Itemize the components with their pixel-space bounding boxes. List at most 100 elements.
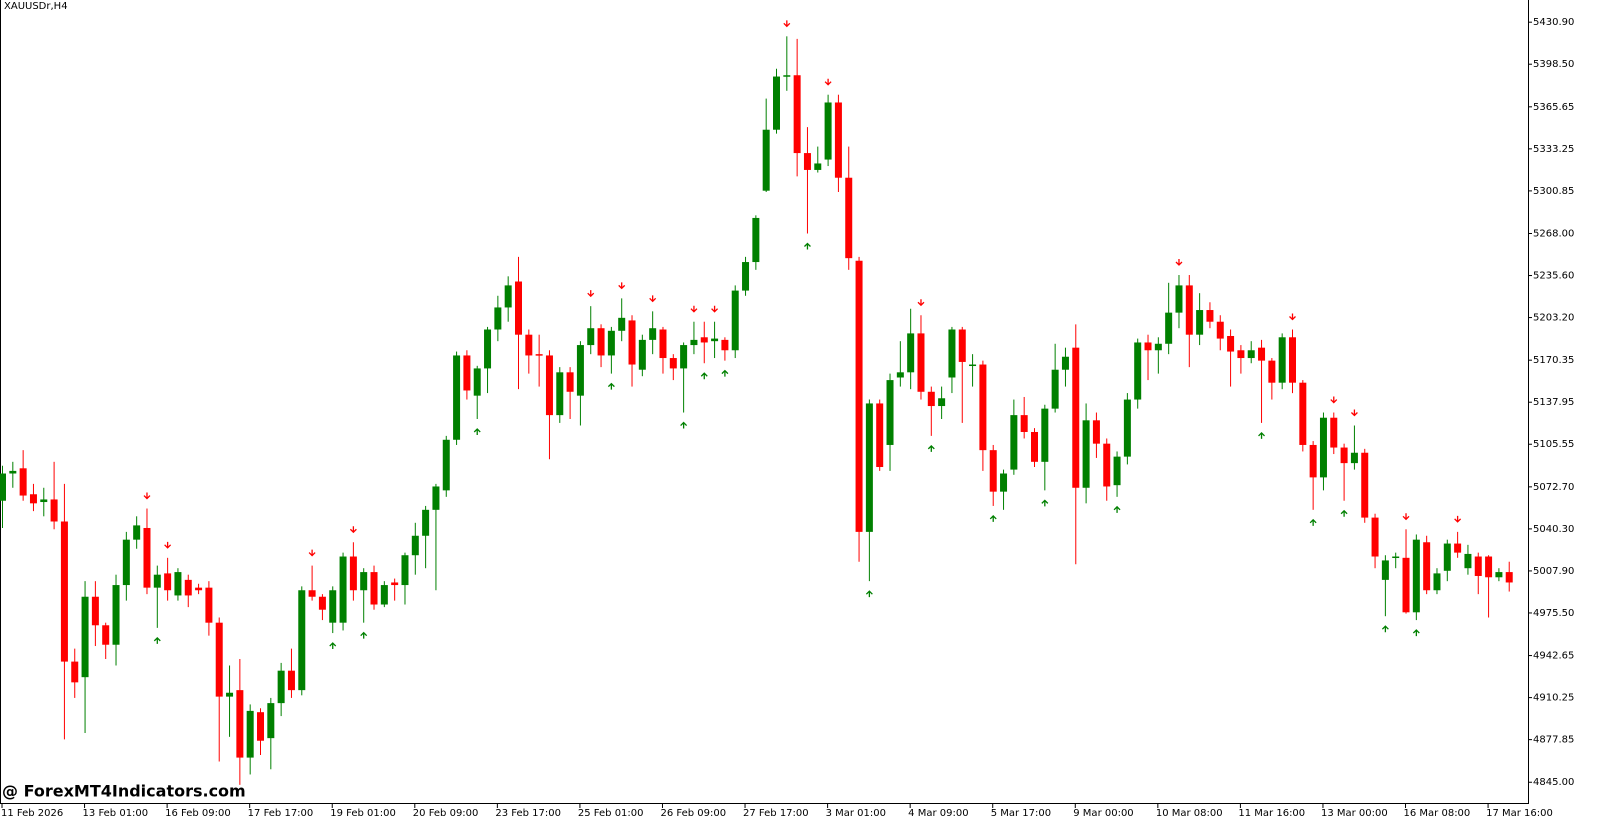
sell-arrow xyxy=(917,299,925,307)
candle-body xyxy=(1268,360,1276,383)
candle-body xyxy=(504,285,512,308)
candle-body xyxy=(556,372,564,416)
candle-body xyxy=(1134,342,1142,400)
candle-body xyxy=(391,582,399,586)
buy-arrow xyxy=(1258,431,1265,439)
candle-body xyxy=(91,596,99,626)
y-tick-label: 5137.95 xyxy=(1533,397,1574,408)
candle-body xyxy=(81,596,89,678)
x-tick-label: 11 Mar 16:00 xyxy=(1238,808,1305,819)
candle-body xyxy=(1309,444,1317,478)
buy-arrow xyxy=(1113,505,1121,513)
sell-arrow xyxy=(711,305,719,313)
candle-body xyxy=(1392,556,1400,559)
y-tick-label: 4975.50 xyxy=(1533,608,1574,619)
candle-body xyxy=(1051,369,1059,409)
candle-body xyxy=(349,556,357,591)
x-tick-label: 9 Mar 00:00 xyxy=(1073,808,1133,819)
y-tick-label: 5072.70 xyxy=(1533,482,1574,493)
candle-body xyxy=(1495,572,1503,578)
candle-body xyxy=(29,494,37,504)
buy-arrow xyxy=(927,444,935,452)
x-tick-label: 17 Mar 16:00 xyxy=(1486,808,1553,819)
candle-body xyxy=(246,710,254,758)
candle-body xyxy=(1092,420,1100,444)
y-tick-label: 4942.65 xyxy=(1533,651,1574,662)
candle-body xyxy=(649,328,657,340)
candle-body xyxy=(762,129,770,191)
candle-body xyxy=(711,338,719,342)
candle-body xyxy=(783,75,791,77)
candle-body xyxy=(1000,473,1008,492)
candle-body xyxy=(1072,347,1080,488)
candle-body xyxy=(1464,553,1472,569)
candle-body xyxy=(834,102,842,178)
candle-body xyxy=(1340,447,1348,464)
candle-body xyxy=(1433,573,1441,591)
candle-body xyxy=(855,260,863,532)
candle-body xyxy=(607,330,615,356)
candle-body xyxy=(102,625,110,645)
x-tick-label: 16 Feb 09:00 xyxy=(165,808,231,819)
buy-arrow xyxy=(360,631,368,639)
candle-body xyxy=(174,572,182,596)
candle-body xyxy=(318,596,326,610)
candle-body xyxy=(1216,321,1224,339)
candle-body xyxy=(752,217,760,263)
candle-body xyxy=(927,391,935,407)
candle-body xyxy=(164,573,172,591)
x-tick-label: 10 Mar 08:00 xyxy=(1156,808,1223,819)
candle-body xyxy=(1330,417,1338,448)
candle-body xyxy=(1412,539,1420,613)
candle-body xyxy=(1443,543,1451,571)
candle-body xyxy=(1144,342,1152,351)
candle-body xyxy=(195,587,203,591)
candle-body xyxy=(618,317,626,331)
candle-body xyxy=(122,539,130,586)
buy-arrow xyxy=(607,382,615,390)
candle-body xyxy=(257,712,264,741)
candle-body xyxy=(907,333,915,373)
candle-body xyxy=(1258,347,1266,361)
candle-body xyxy=(184,579,192,596)
x-tick-label: 13 Feb 01:00 xyxy=(83,808,149,819)
candle-body xyxy=(370,572,378,605)
x-tick-label: 5 Mar 17:00 xyxy=(991,808,1051,819)
sell-arrow xyxy=(164,541,172,549)
candle-body xyxy=(432,486,440,510)
candle-body xyxy=(9,470,17,474)
sell-arrow xyxy=(783,20,791,28)
buy-arrow xyxy=(1340,509,1348,517)
candle-body xyxy=(298,590,306,691)
candle-body xyxy=(484,329,492,369)
y-tick-label: 5203.20 xyxy=(1533,313,1574,324)
candle-body xyxy=(731,290,739,351)
candle-body xyxy=(576,345,584,396)
candle-body xyxy=(422,509,430,536)
candle-body xyxy=(917,333,925,392)
candle-body xyxy=(1402,557,1410,613)
x-tick-label: 16 Mar 08:00 xyxy=(1404,808,1471,819)
y-tick-label: 5235.60 xyxy=(1533,271,1574,282)
y-tick-label: 5300.85 xyxy=(1533,186,1574,197)
sell-arrow xyxy=(824,78,832,86)
candle-body xyxy=(1227,335,1235,352)
candle-body xyxy=(143,527,151,588)
y-tick-label: 5040.30 xyxy=(1533,524,1574,535)
buy-arrow xyxy=(1041,499,1049,507)
candle-body xyxy=(1319,417,1327,478)
candle-body xyxy=(566,372,574,392)
candle-body xyxy=(886,380,894,445)
candle-body xyxy=(215,622,223,697)
x-tick-label: 27 Feb 17:00 xyxy=(743,808,809,819)
y-tick-label: 5268.00 xyxy=(1533,229,1574,240)
watermark: @ ForexMT4Indicators.com xyxy=(2,782,246,801)
candle-body xyxy=(814,163,822,170)
candle-body xyxy=(1031,431,1038,462)
candle-body xyxy=(948,329,956,378)
candle-body xyxy=(1010,415,1018,470)
x-tick-label: 19 Feb 01:00 xyxy=(330,808,396,819)
candle-body xyxy=(690,339,698,346)
buy-arrow xyxy=(989,515,997,522)
candle-body xyxy=(153,574,161,588)
